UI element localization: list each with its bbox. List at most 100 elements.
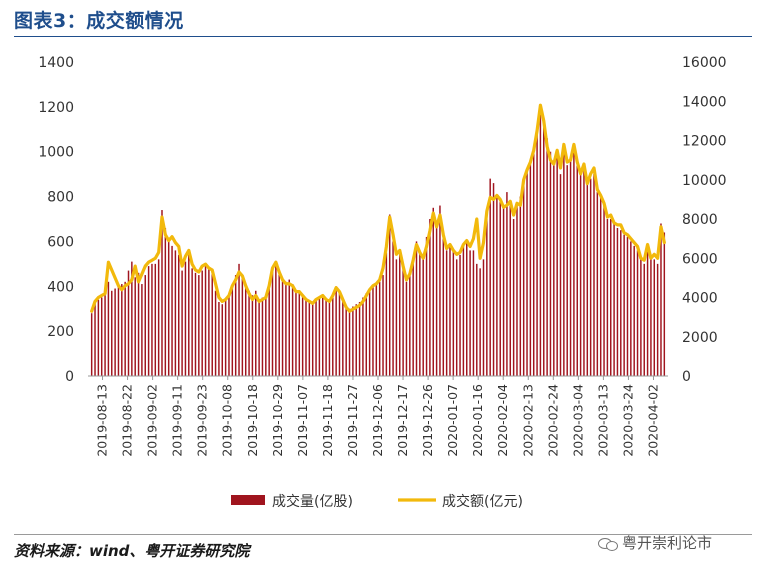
legend-label-amount: 成交额(亿元): [442, 493, 523, 510]
volume-bar: [532, 151, 535, 376]
volume-bar: [586, 183, 589, 376]
left-axis-tick-label: 400: [47, 279, 74, 295]
volume-bar: [445, 250, 448, 376]
volume-bar: [610, 219, 612, 376]
volume-bar: [255, 290, 257, 376]
volume-bar: [100, 297, 103, 376]
volume-bar: [278, 272, 280, 376]
left-axis-tick-label: 0: [65, 369, 74, 385]
volume-bar: [459, 254, 461, 376]
volume-bar: [104, 295, 106, 376]
volume-bar: [539, 106, 542, 377]
volume-bar: [214, 290, 217, 376]
x-axis-tick-label: 2020-03-04: [570, 384, 585, 457]
x-axis-tick-label: 2020-01-16: [470, 384, 485, 457]
volume-bar: [375, 284, 378, 376]
right-axis-tick-label: 14000: [682, 94, 727, 110]
x-axis-tick-label: 2020-02-24: [545, 384, 560, 457]
volume-bar: [656, 263, 659, 376]
volume-bar: [167, 241, 170, 376]
volume-bar: [529, 162, 532, 376]
volume-bar: [566, 165, 568, 376]
volume-bar: [107, 281, 110, 376]
volume-bar: [415, 241, 418, 376]
left-axis-tick-label: 600: [47, 234, 74, 250]
volume-bar: [178, 254, 180, 376]
volume-bar: [378, 281, 381, 376]
x-axis-tick-label: 2019-08-22: [120, 384, 135, 457]
x-axis-tick-label: 2019-10-18: [245, 384, 260, 457]
volume-bar: [248, 290, 250, 376]
volume-bar: [181, 270, 183, 376]
volume-bar: [211, 272, 213, 376]
x-axis-ticks: 2019-08-13 2019-08-22 2019-09-02 2019-09-11…: [95, 376, 660, 457]
watermark: 粤开崇利论市: [598, 532, 712, 553]
volume-bar: [134, 277, 136, 376]
volume-bar: [432, 207, 434, 376]
amount-line: [90, 103, 666, 313]
volume-bar: [382, 275, 384, 376]
volume-bar: [549, 151, 552, 376]
left-axis-tick-label: 1200: [38, 100, 74, 116]
x-axis-tick-label: 2019-09-23: [195, 384, 210, 457]
volume-bar: [455, 259, 458, 376]
volume-bar: [362, 297, 364, 376]
volume-bar: [171, 245, 173, 376]
volume-bar: [482, 259, 485, 376]
volume-bar: [626, 236, 629, 376]
x-axis-tick-label: 2019-12-06: [370, 384, 385, 457]
volume-bar: [419, 250, 421, 376]
volume-bar: [258, 299, 260, 376]
volume-bar: [492, 183, 495, 376]
volume-bar: [244, 286, 247, 376]
volume-bar: [526, 169, 528, 376]
volume-bar: [208, 268, 210, 376]
volume-bar: [509, 201, 512, 376]
volume-bar: [365, 293, 368, 376]
volume-bar: [345, 306, 347, 376]
left-axis: 0 200 400 600 800 1000 1200 1400: [38, 55, 74, 385]
right-axis: 0 2000 4000 6000 8000 10000 12000 14000 16000: [682, 55, 727, 385]
volume-bar: [422, 254, 424, 376]
volume-bar: [154, 263, 157, 376]
volume-bar: [238, 263, 240, 376]
volume-bar: [573, 151, 575, 376]
volume-bar: [188, 250, 190, 376]
volume-bar: [439, 205, 441, 376]
volume-bar: [603, 205, 605, 376]
wechat-icon: [598, 536, 618, 551]
volume-bar: [650, 259, 652, 376]
volume-bar: [496, 196, 498, 376]
volume-bar: [442, 236, 445, 376]
volume-bar: [412, 259, 414, 376]
volume-bar: [596, 192, 599, 376]
x-axis-tick-label: 2020-02-13: [520, 384, 535, 457]
volume-bar: [476, 263, 478, 376]
volume-bar: [291, 284, 294, 376]
volume-bar: [606, 219, 609, 376]
volume-bar: [348, 308, 351, 376]
volume-bar: [218, 301, 220, 376]
volume-bar: [643, 263, 645, 376]
volume-bar: [204, 266, 207, 376]
volume-bar: [519, 196, 522, 376]
volume-bar: [623, 234, 625, 376]
volume-bar: [305, 299, 307, 376]
volume-bar: [114, 288, 116, 376]
x-axis-tick-label: 2020-03-13: [595, 384, 610, 457]
x-axis-tick-label: 2019-10-29: [270, 384, 285, 457]
volume-bar: [224, 299, 227, 376]
volume-bar: [265, 295, 267, 376]
x-axis-tick-label: 2019-11-07: [295, 384, 310, 457]
volume-bar: [452, 250, 455, 376]
volume-bar: [620, 230, 622, 376]
x-axis-tick-label: 2019-11-27: [345, 384, 360, 457]
left-axis-tick-label: 1000: [38, 145, 74, 161]
volume-bar: [385, 252, 388, 376]
volume-bar: [117, 286, 120, 376]
volume-bar: [358, 301, 361, 376]
volume-bar: [198, 275, 200, 376]
volume-bar: [342, 299, 344, 376]
volume-bar: [151, 263, 153, 376]
volume-bar: [409, 272, 411, 376]
